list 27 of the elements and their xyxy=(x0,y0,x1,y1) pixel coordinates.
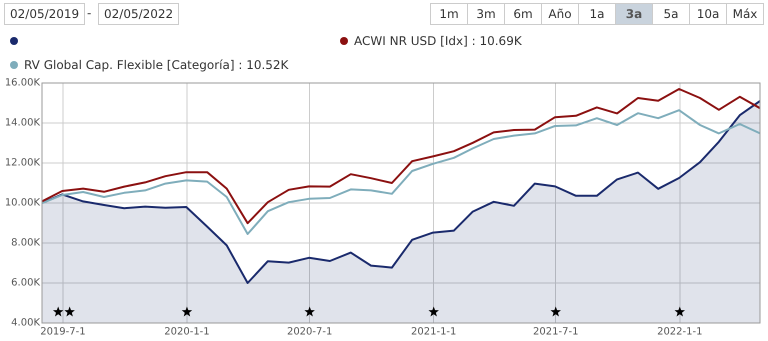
text: 3a xyxy=(615,4,652,24)
text: Máx xyxy=(726,4,763,24)
text: 5a xyxy=(652,4,689,24)
y-tick-label: 10.00K xyxy=(4,198,40,209)
text: 02/05/2019 xyxy=(4,3,86,25)
x-tick-label: 2022-1-1 xyxy=(657,326,702,338)
text: 3m xyxy=(467,4,504,24)
legend-label: RV Global Cap. Flexible [Categoría] : 10.52K xyxy=(24,58,288,72)
x-tick-label: 2020-1-1 xyxy=(164,326,210,338)
x-tick-label: 2019-7-1 xyxy=(40,326,86,338)
text: - xyxy=(87,6,92,20)
y-tick-label: 12.00K xyxy=(4,158,40,169)
y-tick-label: 4.00K xyxy=(11,318,40,329)
y-tick-label: 16.00K xyxy=(4,78,40,89)
y-tick-label: 6.00K xyxy=(11,278,40,289)
x-tick-label: 2020-7-1 xyxy=(286,326,332,338)
text: 1a xyxy=(578,4,615,24)
legend-label: ACWI NR USD [Idx] : 10.69K xyxy=(354,34,522,48)
y-tick-label: 14.00K xyxy=(4,118,40,129)
text: 1m xyxy=(438,6,460,23)
text: 6m xyxy=(504,4,541,24)
text: 10a xyxy=(689,4,726,24)
text: Año xyxy=(541,4,578,24)
x-tick-label: 2021-1-1 xyxy=(411,326,456,338)
text: 02/05/2022 xyxy=(98,3,180,25)
y-tick-label: 8.00K xyxy=(11,238,40,249)
x-tick-label: 2021-7-1 xyxy=(533,326,578,338)
